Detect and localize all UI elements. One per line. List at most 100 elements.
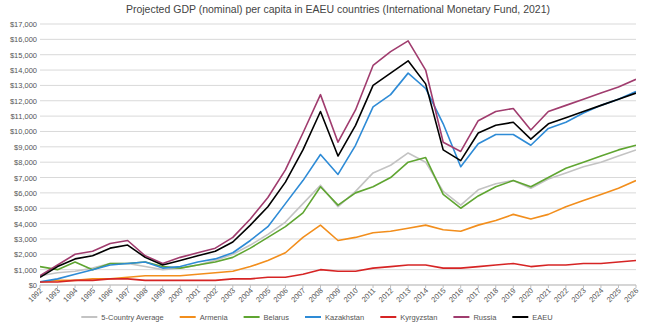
legend-swatch	[512, 316, 528, 318]
x-tick	[162, 285, 163, 288]
x-tick	[565, 285, 566, 288]
x-tick	[495, 285, 496, 288]
y-tick-label: $3,000	[14, 235, 37, 244]
y-tick-label: $8,000	[14, 158, 37, 167]
x-tick	[443, 285, 444, 288]
x-tick-label: 1999	[149, 286, 167, 304]
x-tick-label: 1992	[26, 286, 44, 304]
y-tick-label: $2,000	[14, 250, 37, 259]
grid-line	[40, 162, 636, 163]
x-tick-label: 2004	[237, 286, 255, 304]
legend-label: Russia	[473, 313, 497, 322]
grid-line	[40, 269, 636, 270]
x-tick	[92, 285, 93, 288]
legend-swatch	[380, 316, 396, 318]
grid-line	[40, 24, 636, 25]
legend-item: Russia	[453, 313, 497, 322]
y-tick-label: $10,000	[10, 127, 37, 136]
grid-line	[40, 223, 636, 224]
grid-line	[40, 146, 636, 147]
x-tick	[285, 285, 286, 288]
x-tick-label: 2009	[324, 286, 342, 304]
x-tick	[320, 285, 321, 288]
y-axis: $0$1,000$2,000$3,000$4,000$5,000$6,000$7…	[10, 20, 636, 290]
x-tick-label: 1996	[96, 286, 114, 304]
x-tick	[180, 285, 181, 288]
y-tick-label: $15,000	[10, 51, 37, 60]
x-tick-label: 2003	[219, 286, 237, 304]
legend-label: Kyrgyzstan	[400, 313, 437, 322]
legend-swatch	[81, 316, 97, 318]
legend: 5-Country AverageArmeniaBelarusKazakhsta…	[81, 313, 552, 322]
x-tick	[478, 285, 479, 288]
x-tick	[408, 285, 409, 288]
x-tick-label: 2013	[394, 286, 412, 304]
y-tick-label: $4,000	[14, 220, 37, 229]
legend-label: Belarus	[264, 313, 290, 322]
legend-item: Kazakhstan	[305, 313, 364, 322]
legend-swatch	[244, 316, 260, 318]
background	[0, 0, 650, 325]
x-tick	[583, 285, 584, 288]
x-tick	[40, 285, 41, 288]
x-tick	[57, 285, 58, 288]
legend-swatch	[180, 316, 196, 318]
grid-line	[40, 238, 636, 239]
x-tick-label: 2005	[254, 286, 272, 304]
series-line	[40, 150, 636, 276]
series-line	[40, 260, 636, 281]
y-tick-label: $6,000	[14, 189, 37, 198]
x-tick-label: 2014	[412, 286, 430, 304]
x-tick-label: 2020	[517, 286, 535, 304]
y-tick-label: $12,000	[10, 97, 37, 106]
x-tick-label: 2001	[184, 286, 202, 304]
legend-label: EAEU	[532, 313, 552, 322]
x-tick-label: 1997	[114, 286, 132, 304]
x-tick	[618, 285, 619, 288]
legend-item: Kyrgyzstan	[380, 313, 437, 322]
x-tick-label: 2016	[447, 286, 465, 304]
y-tick-label: $13,000	[10, 81, 37, 90]
x-tick	[338, 285, 339, 288]
x-tick	[110, 285, 111, 288]
x-tick	[267, 285, 268, 288]
legend-swatch	[305, 316, 321, 318]
x-tick	[250, 285, 251, 288]
series-line	[40, 145, 636, 269]
x-tick	[127, 285, 128, 288]
x-tick-label: 2023	[570, 286, 588, 304]
x-tick-label: 2025	[605, 286, 623, 304]
legend-item: Belarus	[244, 313, 290, 322]
x-tick	[197, 285, 198, 288]
grid-line	[40, 192, 636, 193]
legend-item: EAEU	[512, 313, 552, 322]
grid-line	[40, 100, 636, 101]
x-tick	[548, 285, 549, 288]
y-tick-label: $9,000	[14, 143, 37, 152]
x-tick	[600, 285, 601, 288]
series-line	[40, 73, 636, 282]
x-tick-label: 1998	[131, 286, 149, 304]
y-tick-label: $11,000	[10, 112, 37, 121]
series-line	[40, 41, 636, 276]
grid-line	[40, 54, 636, 55]
x-tick-label: 2010	[342, 286, 360, 304]
grid-line	[40, 208, 636, 209]
x-tick-label: 2000	[166, 286, 184, 304]
x-tick	[425, 285, 426, 288]
x-tick-label: 2022	[552, 286, 570, 304]
y-tick-label: $17,000	[10, 20, 37, 29]
grid-line	[40, 116, 636, 117]
x-tick-label: 2019	[500, 286, 518, 304]
x-tick	[530, 285, 531, 288]
x-tick-label: 1995	[79, 286, 97, 304]
x-tick-label: 2024	[587, 286, 605, 304]
x-tick	[373, 285, 374, 288]
series-line	[40, 61, 636, 277]
x-tick-label: 2006	[272, 286, 290, 304]
x-tick	[513, 285, 514, 288]
legend-item: 5-Country Average	[81, 313, 163, 322]
x-tick	[460, 285, 461, 288]
x-tick-label: 2011	[360, 286, 378, 304]
legend-label: 5-Country Average	[101, 313, 163, 322]
